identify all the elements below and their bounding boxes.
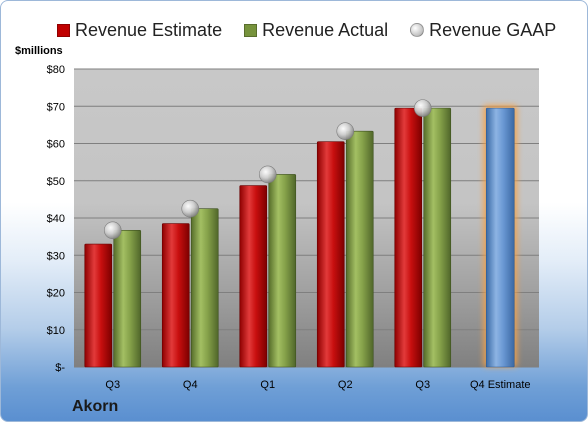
actual-bar [190, 208, 219, 368]
y-tick-label: $50 [47, 176, 65, 188]
y-tick-label: $40 [47, 213, 65, 225]
y-axis-unit-label: $millions [15, 45, 63, 57]
x-tick-label: Q4 Estimate [470, 379, 531, 391]
legend-item-gaap: Revenue GAAP [410, 20, 556, 41]
company-name: Akorn [72, 398, 119, 415]
y-tick-label: $10 [47, 325, 65, 337]
estimate-bar [239, 185, 268, 368]
y-tick-label: $60 [47, 139, 65, 151]
x-tick-label: Q1 [260, 379, 275, 391]
gaap-point [103, 221, 122, 240]
gaap-point [413, 99, 432, 117]
estimate-bar [161, 223, 190, 368]
y-tick-label: $80 [47, 64, 65, 76]
legend-item-actual: Revenue Actual [244, 20, 388, 41]
y-tick-label: $20 [47, 288, 65, 300]
estimate-bar [316, 141, 345, 368]
legend-label-estimate: Revenue Estimate [75, 19, 223, 40]
q4-estimate-bar [485, 107, 515, 368]
gaap-point [258, 165, 277, 184]
x-tick-label: Q4 [183, 379, 198, 391]
x-tick-label: Q3 [105, 379, 120, 391]
x-tick-label: Q3 [415, 379, 430, 391]
legend-swatch-estimate [57, 23, 70, 37]
actual-bar [113, 229, 142, 368]
estimate-bar [394, 107, 423, 368]
estimate-bar [84, 243, 113, 368]
y-tick-label: $30 [47, 250, 65, 262]
legend: Revenue Estimate Revenue Actual Revenue … [57, 17, 578, 43]
x-tick-label: Q2 [338, 379, 353, 391]
legend-swatch-gaap [410, 23, 425, 37]
legend-label-gaap: Revenue GAAP [429, 19, 557, 40]
gaap-point [181, 199, 200, 218]
actual-bar [423, 107, 452, 368]
legend-swatch-actual [244, 23, 258, 37]
gaap-point [336, 122, 355, 141]
legend-label-actual: Revenue Actual [262, 19, 389, 40]
actual-bar [268, 174, 297, 368]
y-tick-label: $- [55, 362, 65, 374]
y-tick-label: $70 [47, 101, 65, 113]
legend-item-estimate: Revenue Estimate [57, 20, 222, 41]
actual-bar [345, 130, 374, 368]
